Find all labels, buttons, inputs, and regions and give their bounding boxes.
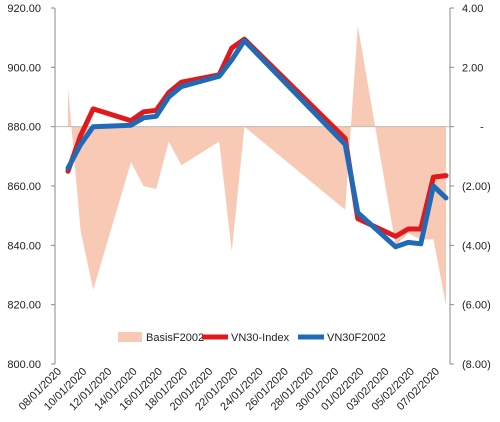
right-axis-tick-label: - <box>480 122 484 134</box>
index-lines-layer <box>65 36 449 250</box>
right-axis-tick-label: (8.00) <box>462 359 491 371</box>
vn30f2002-line <box>65 38 449 250</box>
right-axis-tick-label: (6.00) <box>462 300 491 312</box>
right-axis-tick-label: 2.00 <box>462 62 483 74</box>
legend-swatch-basis <box>118 332 142 342</box>
vn30-index-line <box>65 36 449 239</box>
right-axis-tick-label: (4.00) <box>462 240 491 252</box>
legend-label-vn30-index: VN30-Index <box>231 332 290 344</box>
x-axis-tick-labels: 08/01/202010/01/202012/01/202014/01/2020… <box>17 366 442 413</box>
left-axis-tick-label: 920.00 <box>7 3 41 15</box>
left-axis-tick-label: 820.00 <box>7 300 41 312</box>
left-axis-tick-labels: 800.00 820.00 840.00 860.00 880.00 900.00 920.… <box>7 3 41 371</box>
right-axis-tick-labels: (8.00) (6.00) (4.00) (2.00) - 2.00 4.00 <box>462 3 491 371</box>
left-axis-tick-label: 880.00 <box>7 122 41 134</box>
right-axis-tick-label: (2.00) <box>462 181 491 193</box>
right-axis-tick-label: 4.00 <box>462 3 483 15</box>
legend: BasisF2002 VN30-Index VN30F2002 <box>118 332 386 344</box>
legend-label-vn30f2002: VN30F2002 <box>327 332 386 344</box>
basis-area <box>68 25 446 305</box>
left-axis-tick-label: 840.00 <box>7 240 41 252</box>
left-axis-tick-label: 860.00 <box>7 181 41 193</box>
left-axis-tick-label: 900.00 <box>7 62 41 74</box>
legend-label-basis: BasisF2002 <box>146 332 204 344</box>
basis-area-layer <box>68 25 446 305</box>
left-axis-tick-label: 800.00 <box>7 359 41 371</box>
